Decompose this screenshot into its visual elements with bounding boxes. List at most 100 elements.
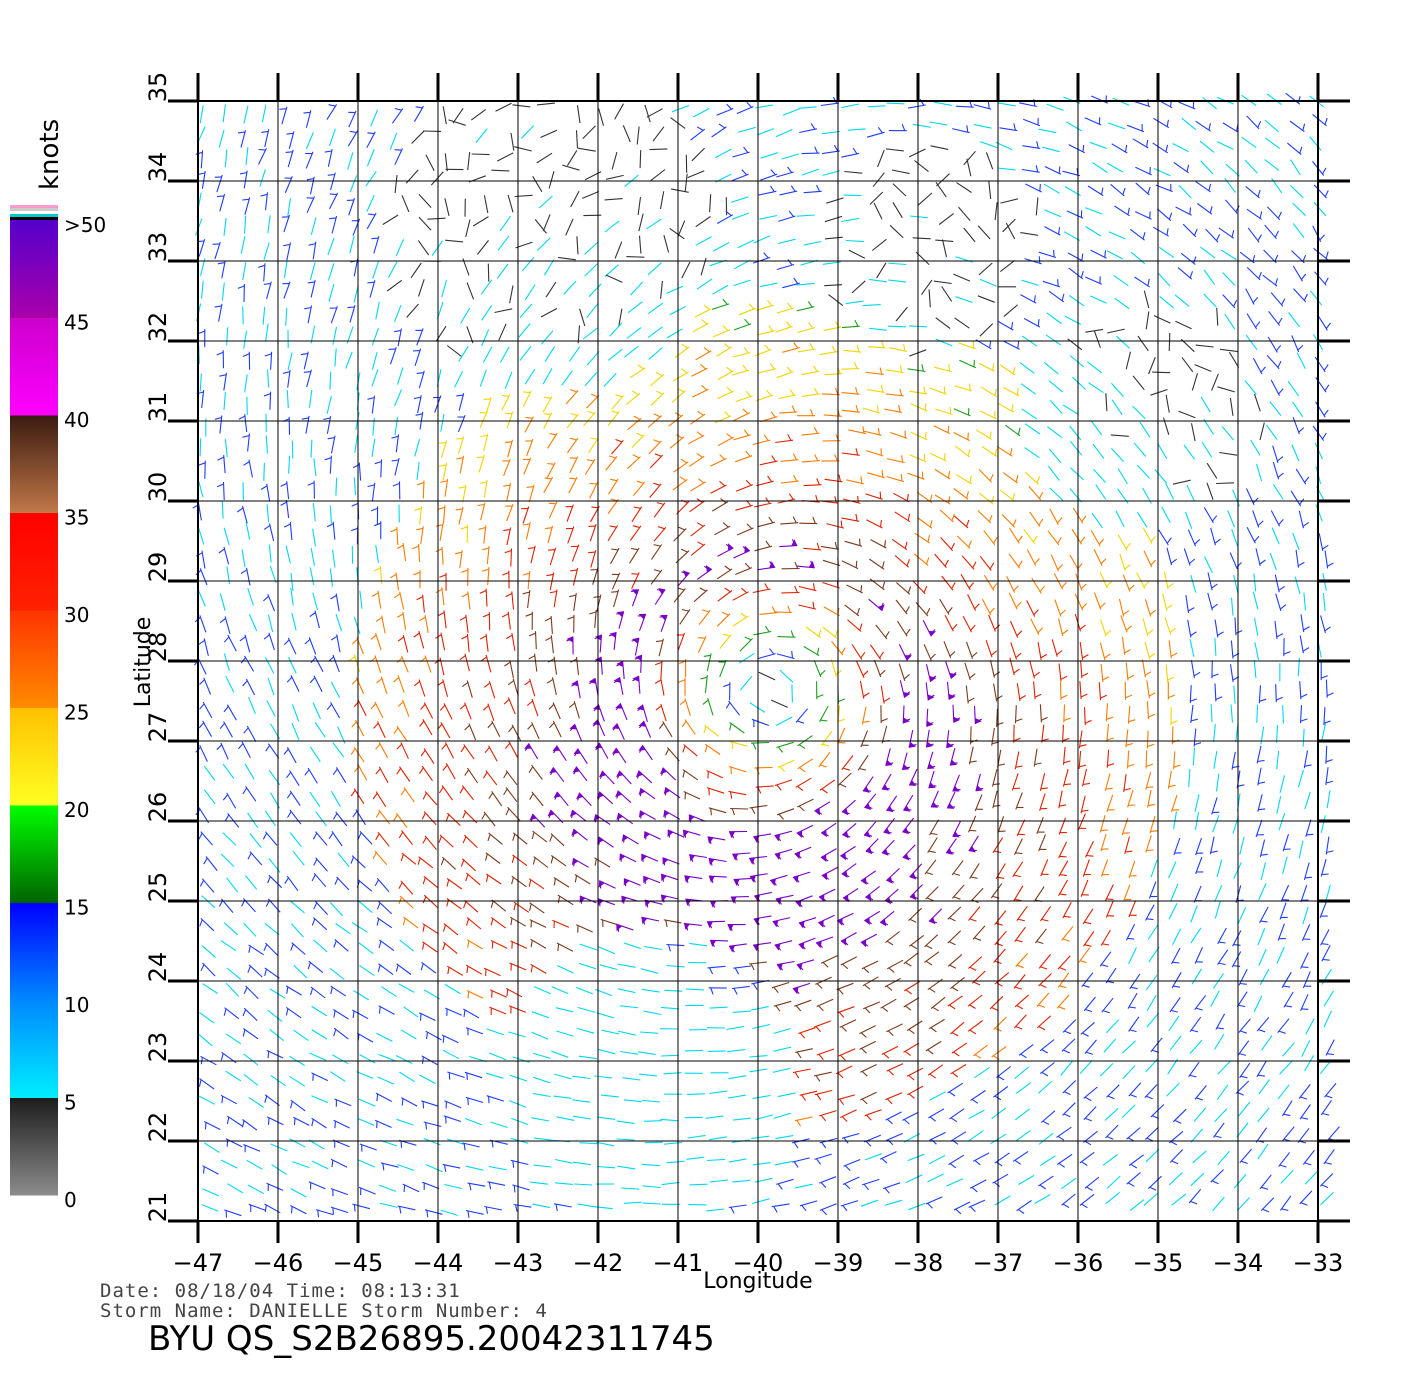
wind-barb (374, 850, 388, 866)
wind-barb (401, 1097, 418, 1107)
wind-barb (1272, 484, 1284, 500)
wind-barb (951, 1042, 968, 1054)
wind-barb-feather (415, 413, 423, 416)
wind-barb (1220, 249, 1237, 261)
wind-barb (1259, 422, 1265, 441)
wind-barb-feather (442, 924, 447, 932)
wind-barb (1231, 751, 1236, 770)
wind-barb (735, 455, 753, 463)
wind-barb (907, 472, 925, 480)
wind-barb (1298, 840, 1304, 859)
wind-barb (1167, 1058, 1179, 1075)
wind-barb (954, 445, 970, 458)
wind-barb (881, 1045, 899, 1055)
wind-barb (266, 700, 276, 717)
wind-barb-feather (1233, 299, 1238, 307)
wind-barb (1271, 527, 1280, 545)
wind-barb-feather (304, 306, 312, 310)
wind-barb (202, 1188, 220, 1197)
wind-barb (1020, 294, 1037, 304)
wind-barb (873, 659, 882, 678)
wind-barb-feather (680, 548, 688, 553)
wind-barb (397, 1205, 416, 1211)
wind-barb-feather (239, 636, 246, 642)
wind-barb (526, 438, 534, 457)
wind-barb (1062, 746, 1066, 765)
wind-barb-feather (442, 1035, 445, 1043)
wind-barb-pennant (864, 831, 871, 838)
wind-barb-feather (750, 963, 755, 971)
wind-barb (1152, 371, 1171, 374)
wind-barb (289, 1138, 306, 1148)
wind-barb-feather (1146, 918, 1154, 921)
wind-barb-feather (888, 1069, 894, 1076)
wind-barb (795, 1048, 813, 1053)
wind-barb-feather (328, 104, 336, 107)
wind-barb (512, 854, 528, 867)
wind-barb-feather (1105, 629, 1112, 636)
wind-barb (488, 832, 503, 845)
wind-barb-feather (855, 387, 859, 395)
wind-barb (1043, 361, 1059, 375)
wind-barb-feather (1170, 1141, 1178, 1146)
wind-barb (1016, 905, 1028, 922)
wind-barb (1314, 271, 1327, 286)
wind-barb-feather (350, 789, 356, 797)
wind-barb (1282, 856, 1288, 875)
wind-barb-feather (557, 943, 560, 951)
wind-barb-feather (400, 854, 404, 862)
wind-barb (1006, 576, 1016, 593)
wind-barb-feather (944, 559, 949, 567)
wind-barb (803, 646, 820, 657)
lat-lon-grid (197, 100, 1319, 1222)
wind-barb (856, 660, 865, 678)
wind-barb (289, 790, 301, 807)
wind-barb-feather (511, 877, 514, 885)
wind-barb (921, 279, 933, 295)
wind-barb (1323, 1149, 1335, 1165)
wind-barb (660, 614, 668, 632)
wind-barb (330, 790, 341, 807)
wind-barb (803, 484, 822, 487)
wind-barb-feather (1017, 833, 1025, 836)
wind-barb-feather (731, 741, 734, 750)
wind-barb (198, 239, 206, 257)
wind-barb (1146, 994, 1157, 1011)
wind-barb (374, 1119, 392, 1129)
wind-barb-feather (396, 657, 403, 663)
wind-barb (542, 214, 551, 232)
wind-barb-feather (334, 1121, 336, 1129)
wind-barb (268, 523, 275, 542)
wind-barb (1186, 484, 1196, 502)
wind-barb (732, 352, 751, 358)
wind-barb-feather (703, 726, 707, 734)
wind-barb (1215, 773, 1220, 792)
wind-barb (290, 587, 294, 606)
wind-barb-feather (459, 703, 466, 710)
wind-barb-feather (198, 639, 206, 645)
wind-barb (600, 1094, 619, 1098)
wind-barb-feather (397, 701, 404, 707)
wind-barb (1255, 819, 1263, 838)
wind-barb (1117, 468, 1128, 485)
wind-barb (1218, 227, 1235, 239)
wind-barb-feather (484, 747, 490, 754)
wind-barb (400, 1029, 417, 1040)
wind-barb-feather (1149, 609, 1156, 616)
wind-barb-feather (969, 966, 977, 971)
wind-barb (629, 525, 642, 541)
wind-barb (333, 1009, 349, 1020)
wind-barb (1324, 550, 1329, 569)
wind-barb (335, 613, 343, 632)
wind-barb-feather (1081, 253, 1084, 261)
wind-barb (770, 699, 788, 708)
wind-barb-feather (746, 523, 753, 530)
wind-barb (1189, 685, 1192, 704)
wind-barb (799, 1200, 818, 1207)
wind-barb (371, 369, 379, 387)
wind-barb-feather (1100, 187, 1104, 195)
wind-barb (1148, 946, 1160, 963)
wind-barb (1298, 1084, 1311, 1099)
wind-barb (202, 962, 216, 977)
wind-barb-feather (505, 634, 513, 640)
